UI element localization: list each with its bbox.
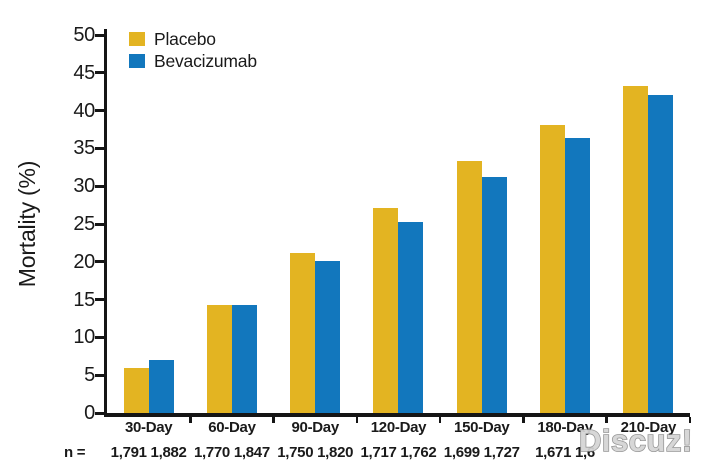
- bar-group-90-day: [274, 35, 357, 413]
- bevacizumab-bar-150-day: [481, 177, 507, 413]
- y-tick-mark: [95, 411, 104, 415]
- n-value: 1,791 1,882: [110, 444, 187, 461]
- y-axis-title: Mortality (%): [14, 160, 40, 288]
- bar-group-150-day: [440, 35, 523, 413]
- y-tick-label: 30: [73, 175, 95, 198]
- x-tick-label: 60-Day: [208, 419, 256, 436]
- placebo-bar-180-day: [540, 124, 566, 413]
- y-tick-mark: [95, 260, 104, 264]
- x-tick-mark: [355, 416, 359, 423]
- n-value: 1,750 1,820: [277, 444, 354, 461]
- y-tick-label: 35: [73, 137, 95, 160]
- placebo-bar-60-day: [206, 304, 232, 413]
- legend-item-placebo: Placebo: [129, 28, 257, 50]
- y-tick-label: 15: [73, 288, 95, 311]
- x-tick-mark: [605, 416, 608, 423]
- bar-group-180-day: [523, 35, 606, 413]
- placebo-swatch-icon: [129, 32, 145, 46]
- placebo-bar-150-day: [456, 161, 482, 413]
- x-tick-mark: [688, 416, 692, 423]
- placebo-bar-120-day: [373, 208, 399, 413]
- bevacizumab-bar-180-day: [565, 137, 591, 413]
- y-tick-label: 40: [73, 99, 95, 122]
- y-tick-label: 0: [84, 402, 95, 424]
- y-tick-mark: [95, 222, 104, 226]
- x-axis-labels: 30-Day 60-Day 90-Day 120-Day 150-Day 180-Day 2…: [107, 419, 690, 436]
- n-row-prefix: n =: [64, 444, 86, 461]
- legend-label-placebo: Placebo: [154, 28, 216, 49]
- y-tick-label: 45: [73, 61, 95, 84]
- bevacizumab-bar-60-day: [231, 304, 257, 413]
- y-tick-mark: [95, 373, 104, 377]
- y-tick-label: 25: [73, 213, 95, 235]
- bar-group-120-day: [357, 35, 440, 413]
- y-tick-label: 20: [73, 250, 95, 273]
- placebo-bar-210-day: [623, 85, 649, 413]
- n-value: 1,699 1,727: [443, 444, 520, 461]
- placebo-bar-30-day: [123, 367, 149, 413]
- n-row-values: 1,791 1,882 1,770 1,847 1,750 1,820 1,717 1…: [107, 444, 690, 461]
- x-tick-label: 150-Day: [454, 419, 510, 436]
- y-tick-label: 10: [73, 326, 95, 349]
- y-tick-mark: [95, 298, 104, 302]
- n-value: 1,671 1,6: [535, 444, 595, 461]
- legend-label-bevacizumab: Bevacizumab: [154, 50, 257, 71]
- x-tick-label: 210-Day: [620, 419, 677, 436]
- x-tick-label: 90-Day: [291, 419, 340, 436]
- bar-group-210-day: [607, 35, 690, 413]
- x-tick-label: 180-Day: [537, 419, 593, 436]
- bevacizumab-bar-210-day: [648, 94, 674, 413]
- y-axis-line: [103, 29, 107, 416]
- y-tick-mark: [95, 109, 104, 113]
- x-tick-label: 120-Day: [370, 419, 427, 436]
- y-tick-label: 50: [73, 24, 95, 46]
- bevacizumab-bar-120-day: [398, 221, 424, 413]
- bevacizumab-bar-30-day: [148, 360, 174, 413]
- placebo-bar-90-day: [290, 252, 316, 413]
- x-tick-mark: [272, 416, 275, 423]
- y-tick-mark: [95, 33, 104, 37]
- n-value: 1,717 1,762: [360, 444, 437, 461]
- legend: Placebo Bevacizumab: [129, 28, 257, 72]
- plot-area: [107, 35, 690, 413]
- x-tick-mark: [522, 416, 525, 423]
- n-value: 1,770 1,847: [193, 444, 270, 461]
- y-tick-mark: [95, 335, 104, 339]
- legend-item-bevacizumab: Bevacizumab: [129, 50, 257, 72]
- bevacizumab-bar-90-day: [315, 261, 341, 413]
- y-tick-label: 5: [84, 364, 95, 387]
- y-tick-mark: [95, 71, 104, 75]
- discuz-watermark: Discuz!: [578, 422, 693, 459]
- bar-group-60-day: [190, 35, 273, 413]
- y-tick-mark: [95, 146, 104, 150]
- x-tick-label: 30-Day: [124, 419, 173, 436]
- bevacizumab-swatch-icon: [129, 54, 145, 68]
- x-axis-line: [103, 413, 690, 417]
- y-tick-mark: [95, 184, 104, 188]
- x-tick-mark: [189, 416, 192, 423]
- bar-group-30-day: [107, 35, 190, 413]
- x-tick-mark: [438, 416, 442, 423]
